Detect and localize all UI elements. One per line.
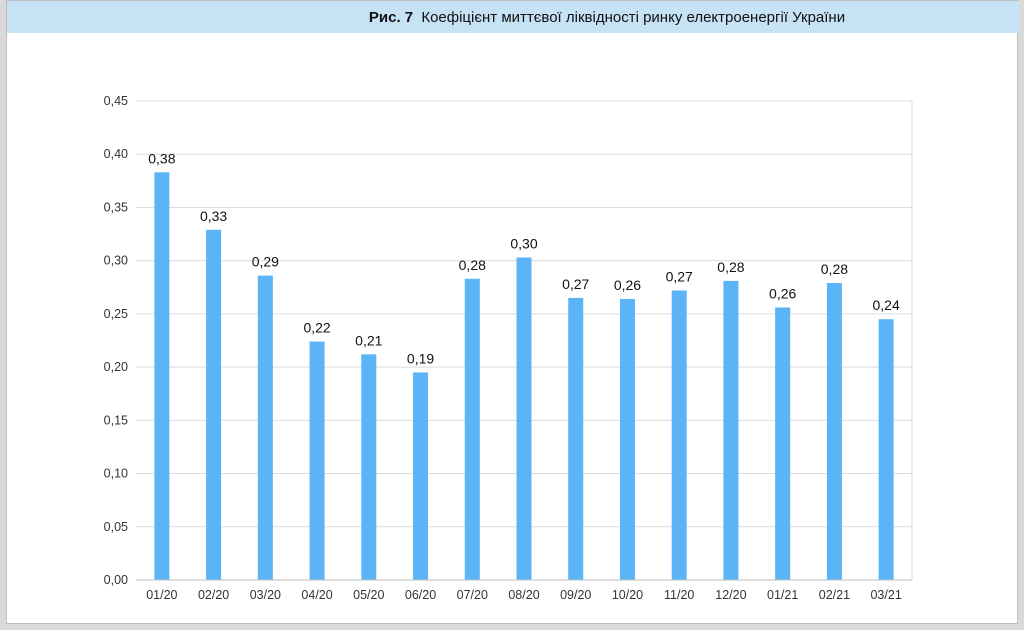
x-tick-label: 03/21 (870, 588, 901, 602)
y-tick-label: 0,15 (104, 413, 128, 427)
data-label: 0,27 (666, 268, 693, 284)
data-label: 0,24 (873, 297, 900, 313)
data-label: 0,22 (303, 320, 330, 336)
data-label: 0,33 (200, 208, 227, 224)
bar (206, 229, 222, 580)
data-label: 0,30 (510, 235, 537, 251)
bar (154, 172, 170, 580)
y-tick-label: 0,05 (104, 520, 128, 534)
bar (671, 290, 687, 580)
data-label: 0,27 (562, 276, 589, 292)
x-tick-label: 07/20 (457, 588, 488, 602)
figure-number: Рис. 7 (368, 9, 414, 26)
data-label: 0,38 (148, 150, 175, 166)
x-tick-label: 03/20 (250, 588, 281, 602)
x-tick-label: 04/20 (301, 588, 332, 602)
figure-title: Рис. 7 Коефіцієнт миттєвої ліквідності р… (7, 1, 1017, 33)
bar (257, 275, 273, 580)
y-tick-label: 0,25 (104, 307, 128, 321)
x-tick-label: 02/20 (198, 588, 229, 602)
x-tick-label: 01/21 (767, 588, 798, 602)
x-tick-label: 11/20 (664, 588, 694, 602)
bar (516, 257, 532, 580)
data-label: 0,28 (821, 261, 848, 277)
title-bar (7, 1, 1019, 33)
bar (361, 354, 377, 580)
bar (413, 372, 429, 580)
bar (619, 298, 635, 580)
bar (775, 307, 791, 580)
figure-caption: Коефіцієнт миттєвої ліквідності ринку ел… (421, 9, 846, 26)
bar (464, 278, 480, 580)
figure-frame: Рис. 7 Коефіцієнт миттєвої ліквідності р… (6, 0, 1019, 624)
x-tick-label: 10/20 (612, 588, 643, 602)
y-tick-label: 0,00 (104, 573, 128, 587)
x-tick-label: 02/21 (819, 588, 850, 602)
x-tick-label: 05/20 (353, 588, 384, 602)
x-tick-label: 09/20 (560, 588, 591, 602)
data-label: 0,26 (769, 286, 796, 302)
y-tick-label: 0,30 (104, 254, 128, 268)
y-tick-label: 0,10 (104, 467, 128, 481)
bar (309, 341, 325, 580)
y-tick-label: 0,45 (104, 94, 128, 108)
x-tick-label: 12/20 (715, 588, 746, 602)
data-label: 0,28 (717, 259, 744, 275)
x-tick-label: 01/20 (146, 588, 177, 602)
data-label: 0,19 (407, 350, 434, 366)
bar (568, 297, 584, 580)
bar (826, 283, 842, 580)
data-label: 0,21 (355, 332, 382, 348)
y-tick-label: 0,35 (104, 200, 128, 214)
data-label: 0,26 (614, 277, 641, 293)
bar (723, 280, 739, 580)
data-label: 0,29 (252, 254, 279, 270)
x-tick-label: 06/20 (405, 588, 436, 602)
bar (878, 319, 894, 580)
y-tick-label: 0,40 (104, 147, 128, 161)
data-label: 0,28 (459, 257, 486, 273)
y-tick-label: 0,20 (104, 360, 128, 374)
x-tick-label: 08/20 (508, 588, 539, 602)
